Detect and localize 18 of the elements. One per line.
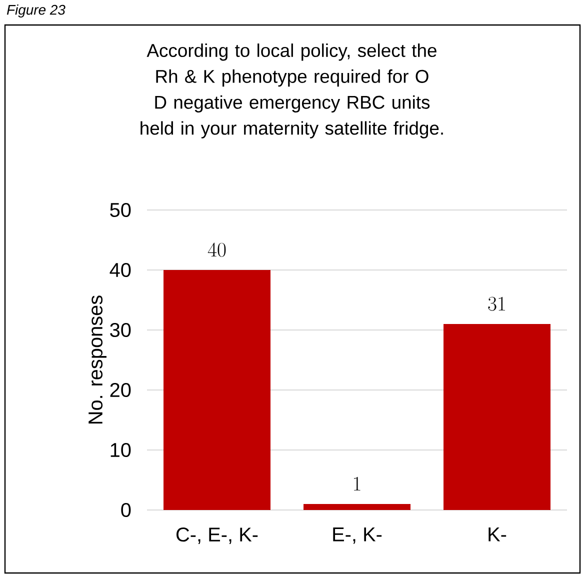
- data-label: 1: [354, 476, 360, 490]
- y-tick-label: 40: [110, 262, 131, 278]
- y-tick-label: 0: [121, 502, 131, 518]
- x-tick-label: E-, K-: [333, 528, 382, 544]
- y-tick-label: 10: [110, 442, 131, 458]
- y-tick-label: 30: [110, 322, 131, 338]
- data-label: 40: [208, 242, 226, 257]
- bar: [304, 504, 411, 510]
- bar: [444, 324, 551, 510]
- chart-title: According to local policy, select the Rh & K phenotype required for O D negative emergency RBC units held in your maternity satellite fridge.: [140, 44, 443, 138]
- y-tick-label: 20: [110, 382, 131, 398]
- y-axis-title: No. responses: [88, 296, 106, 424]
- data-label: 31: [488, 296, 505, 311]
- caption: Figure 23: [6, 4, 66, 18]
- x-tick-label: C-, E-, K-: [176, 528, 258, 544]
- y-tick-label: 50: [110, 202, 131, 218]
- x-tick-label: K-: [488, 528, 506, 542]
- bar: [164, 270, 271, 510]
